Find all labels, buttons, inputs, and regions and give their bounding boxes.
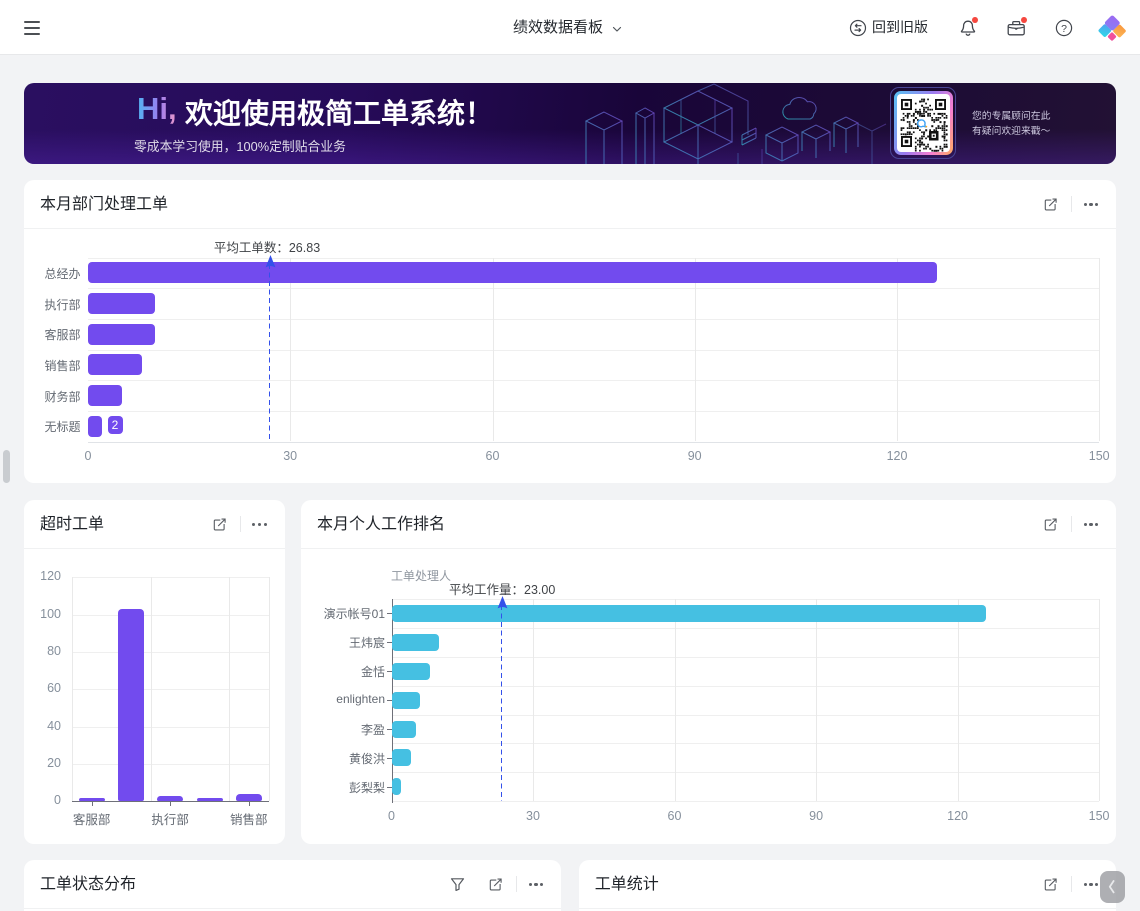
svg-text:?: ?	[1061, 23, 1067, 35]
